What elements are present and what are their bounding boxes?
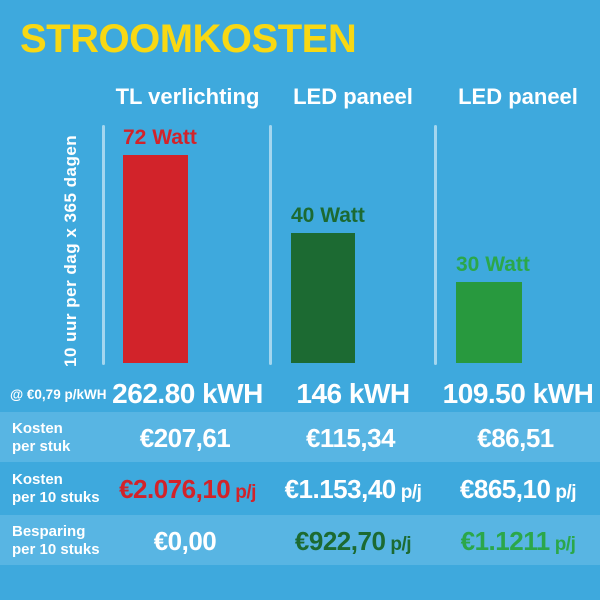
row-label-line1: Kosten (12, 420, 63, 437)
row-value: €1.153,40 p/j (272, 474, 434, 504)
row-value: €922,70 p/j (272, 526, 434, 556)
row-value: €86,51 (437, 423, 599, 453)
row-label-line2: per 10 stuks (12, 540, 100, 558)
band-background (0, 515, 600, 565)
value-suffix: p/j (555, 482, 577, 503)
column-header-led2: LED paneel (458, 84, 578, 109)
separator-line (269, 125, 272, 365)
row-value: €865,10 p/j (437, 474, 599, 504)
bar-led-40watt (291, 233, 355, 363)
value-amount: €86,51 (477, 423, 554, 453)
value-suffix: p/j (400, 482, 422, 503)
rate-note: @ €0,79 p/kWH (10, 387, 107, 402)
row-value: €0,00 (105, 526, 270, 556)
value-amount: €1.153,40 (284, 474, 397, 504)
value-amount: €2.076,10 (119, 474, 231, 504)
bar-led-30watt (456, 282, 522, 363)
duration-axis-label: 10 uur per dag x 365 dagen (61, 134, 80, 367)
column-header-led1: LED paneel (293, 84, 413, 109)
row-label-kosten-per-10-stuks: Kosten per 10 stuks (12, 471, 100, 506)
value-amount: €207,61 (139, 423, 231, 453)
row-value: €2.076,10 p/j (105, 474, 270, 504)
value-suffix: p/j (390, 534, 412, 555)
value-amount: €1.1211 (460, 526, 551, 556)
column-header-tl: TL verlichting (115, 84, 260, 109)
row-label-kosten-per-stuk: Kosten per stuk (12, 420, 70, 455)
row-label-line1: Kosten (12, 471, 63, 488)
separator-line (434, 125, 437, 365)
band-background (0, 412, 600, 462)
value-amount: €0,00 (153, 526, 217, 556)
value-amount: €115,34 (305, 423, 396, 453)
value-amount: €865,10 (459, 474, 551, 504)
value-suffix: p/j (554, 534, 576, 555)
row-value: €207,61 (105, 423, 270, 453)
watt-label-72: 72 Watt (123, 126, 197, 149)
separator-line (102, 125, 105, 365)
row-label-line2: per 10 stuks (12, 488, 100, 506)
row-value: €1.1211 p/j (437, 526, 599, 556)
watt-label-30: 30 Watt (456, 253, 530, 276)
page-title: STROOMKOSTEN (20, 17, 357, 61)
row-label-besparing-per-10-stuks: Besparing per 10 stuks (12, 523, 100, 558)
kwh-value-tl: 262.80 kWH (112, 378, 263, 409)
value-suffix: p/j (235, 482, 256, 503)
row-value: €115,34 (272, 423, 434, 453)
kwh-value-led1: 146 kWH (296, 378, 410, 409)
watt-label-40: 40 Watt (291, 204, 365, 227)
bar-tl-72watt (123, 155, 188, 363)
kwh-value-led2: 109.50 kWH (442, 378, 594, 409)
row-label-line2: per stuk (12, 437, 71, 455)
row-label-line1: Besparing (12, 523, 86, 540)
value-amount: €922,70 (294, 526, 386, 556)
